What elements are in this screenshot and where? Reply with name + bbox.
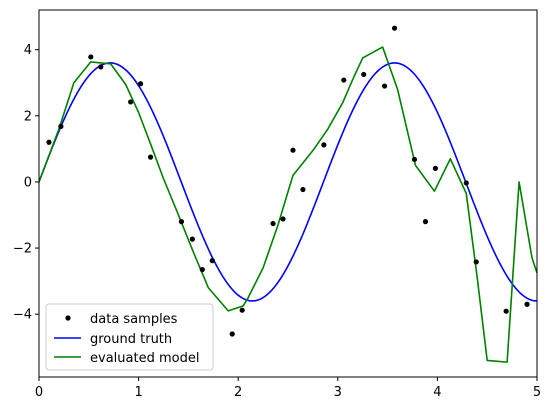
legend-label-evaluated-model: evaluated model — [90, 351, 199, 366]
data-sample-point — [88, 54, 93, 59]
legend-marker-data-samples — [65, 315, 70, 320]
y-tick-label: 2 — [24, 109, 32, 124]
x-tick-label: 4 — [433, 385, 441, 400]
data-sample-point — [148, 155, 153, 160]
data-sample-point — [190, 237, 195, 242]
data-sample-point — [382, 83, 387, 88]
data-sample-point — [200, 267, 205, 272]
data-sample-point — [464, 180, 469, 185]
data-sample-point — [341, 77, 346, 82]
data-sample-point — [300, 187, 305, 192]
data-sample-point — [58, 124, 63, 129]
y-tick-label: 4 — [24, 43, 32, 58]
data-sample-point — [270, 221, 275, 226]
data-sample-point — [392, 26, 397, 31]
data-sample-point — [240, 308, 245, 313]
legend: data samples ground truth evaluated mode… — [46, 304, 213, 370]
data-sample-point — [128, 99, 133, 104]
x-tick-label: 3 — [334, 385, 342, 400]
data-sample-point — [46, 140, 51, 145]
data-sample-point — [138, 81, 143, 86]
data-sample-point — [361, 72, 366, 77]
data-sample-point — [433, 166, 438, 171]
y-tick-label: −2 — [13, 242, 32, 257]
x-tick-label: 5 — [533, 385, 541, 400]
x-tick-label: 0 — [35, 385, 43, 400]
data-sample-point — [210, 258, 215, 263]
data-sample-point — [280, 216, 285, 221]
legend-label-data-samples: data samples — [90, 312, 178, 327]
data-sample-point — [230, 331, 235, 336]
data-sample-point — [474, 259, 479, 264]
data-sample-point — [98, 64, 103, 69]
data-sample-point — [423, 219, 428, 224]
data-sample-point — [524, 302, 529, 307]
data-sample-point — [412, 157, 417, 162]
data-sample-point — [504, 309, 509, 314]
data-sample-point — [179, 219, 184, 224]
data-sample-point — [290, 148, 295, 153]
y-tick-label: −4 — [13, 308, 32, 323]
x-tick-label: 1 — [134, 385, 142, 400]
x-tick-label: 2 — [234, 385, 242, 400]
data-sample-point — [321, 142, 326, 147]
y-tick-label: 0 — [24, 175, 32, 190]
legend-label-ground-truth: ground truth — [90, 332, 172, 347]
